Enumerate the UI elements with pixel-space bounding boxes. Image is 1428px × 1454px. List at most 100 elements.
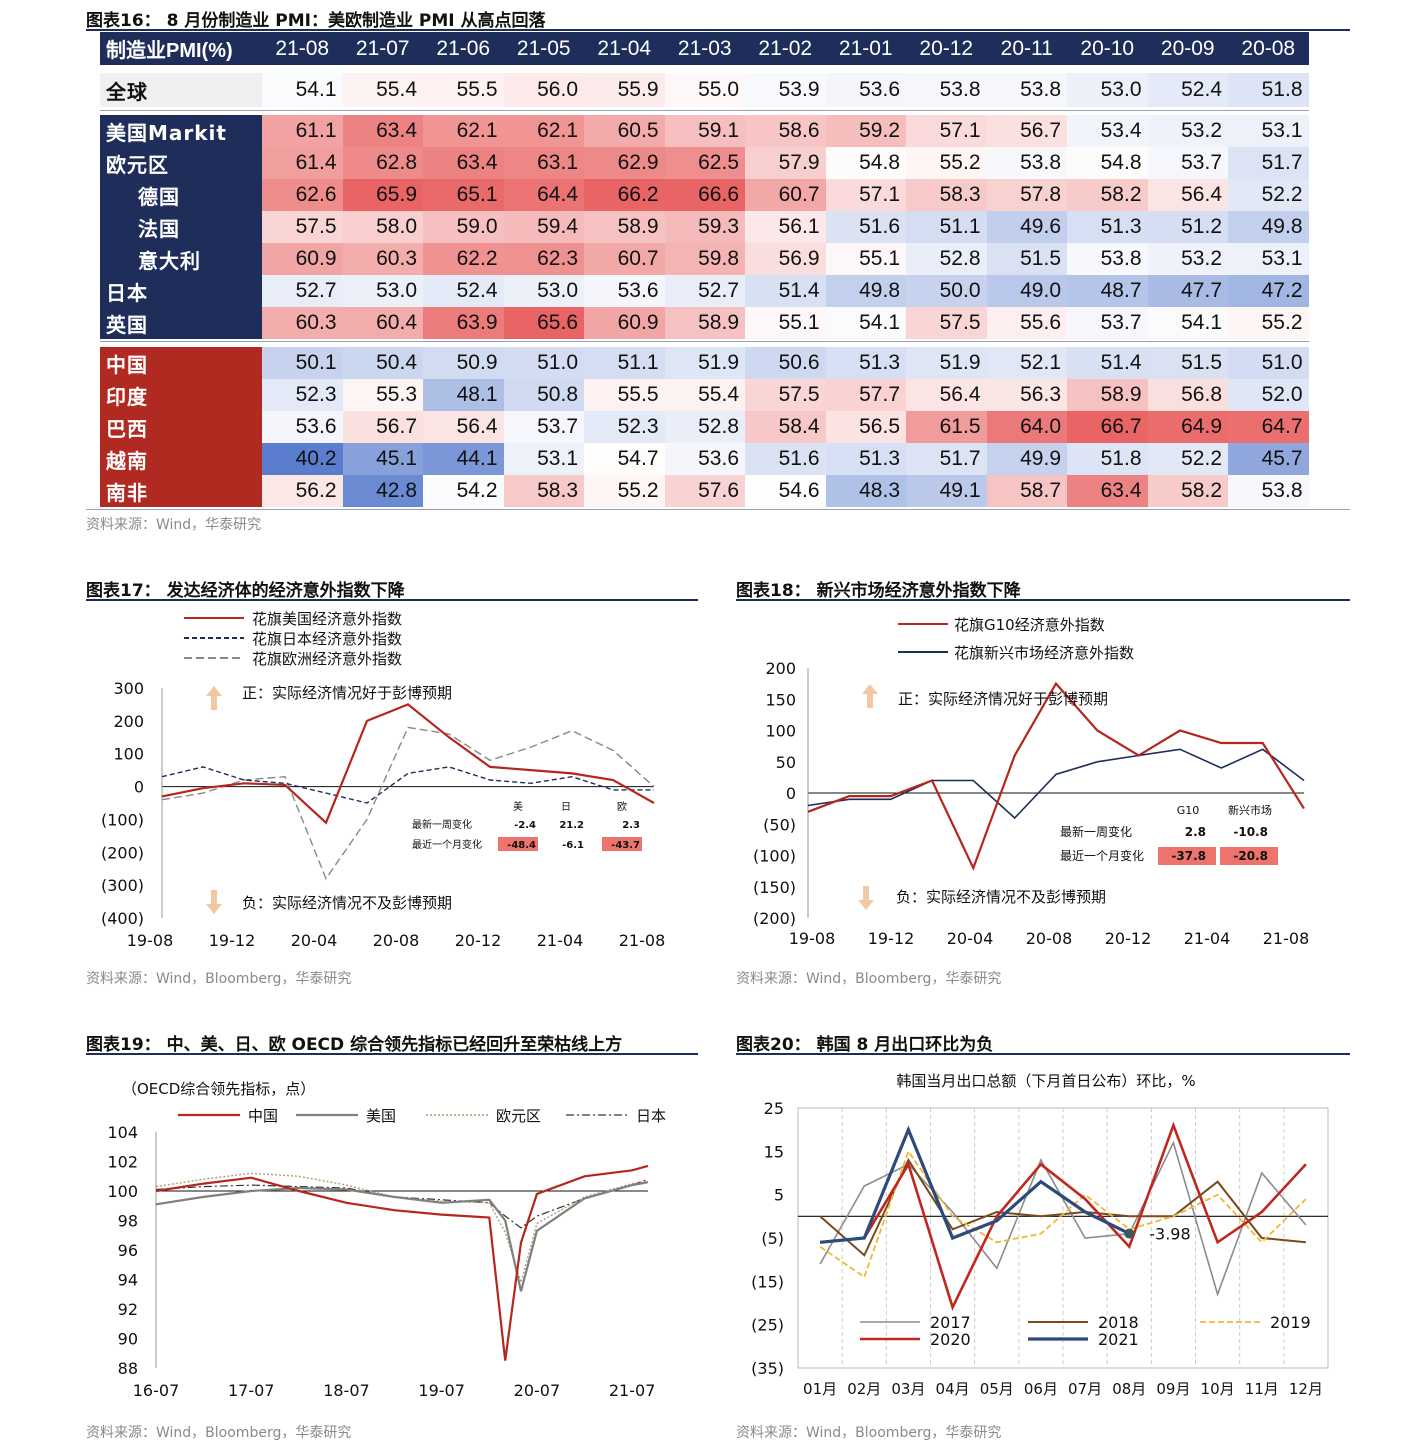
x-tick-label: 03月 (891, 1380, 925, 1398)
fig16-source: 资料来源：Wind，华泰研究 (86, 517, 262, 533)
pmi-row-label: 德国 (138, 184, 180, 209)
pmi-cell: 51.8 (1067, 443, 1148, 475)
pmi-cell: 58.7 (986, 475, 1067, 507)
pmi-cell: 52.2 (1228, 179, 1309, 211)
pmi-cell: 56.8 (1147, 379, 1228, 411)
pmi-col-header: 21-02 (745, 32, 826, 65)
pmi-cell: 66.6 (664, 179, 745, 211)
pmi-col-header: 20-09 (1147, 32, 1228, 65)
pmi-cell: 55.6 (986, 307, 1067, 339)
mini-table-row-label: 最新一周变化 (1060, 824, 1132, 839)
pmi-row-label: 印度 (106, 384, 148, 409)
pmi-cell: 60.7 (745, 179, 826, 211)
pmi-cell: 52.3 (584, 411, 665, 443)
fig17-source: 资料来源：Wind，Bloomberg，华泰研究 (86, 971, 352, 987)
mini-table-value: -2.4 (514, 820, 536, 831)
negative-note: 负：实际经济情况不及彭博预期 (896, 888, 1106, 906)
y-tick-label: (100) (753, 847, 796, 866)
x-tick-label: 02月 (847, 1380, 881, 1398)
y-tick-label: (200) (753, 909, 796, 928)
developed-label-block (100, 115, 262, 339)
fig18-source: 资料来源：Wind，Bloomberg，华泰研究 (736, 971, 1002, 987)
down-arrow-icon (206, 890, 222, 914)
fig16-title: 图表16： 8 月份制造业 PMI：美欧制造业 PMI 从高点回落 (86, 11, 546, 31)
pmi-cell: 57.7 (825, 379, 906, 411)
x-tick-label: 10月 (1201, 1380, 1235, 1398)
x-tick-label: 21-07 (609, 1381, 656, 1400)
pmi-cell: 53.8 (906, 73, 987, 107)
up-arrow-icon (206, 686, 222, 710)
series-line (155, 1172, 649, 1285)
pmi-cell: 54.8 (1067, 147, 1148, 179)
pmi-cell: 52.1 (986, 347, 1067, 379)
pmi-row-label: 英国 (106, 312, 148, 337)
x-tick-label: 19-08 (789, 929, 836, 948)
y-tick-label: 200 (113, 712, 144, 731)
pmi-cell: 51.4 (745, 275, 826, 307)
x-tick-label: 09月 (1156, 1380, 1190, 1398)
pmi-col-header: 21-05 (503, 32, 584, 65)
y-tick-label: 104 (107, 1123, 138, 1142)
pmi-cell: 55.4 (664, 379, 745, 411)
pmi-cell: 47.7 (1147, 275, 1228, 307)
positive-note: 正：实际经济情况好于彭博预期 (898, 690, 1108, 708)
pmi-cell: 53.8 (1067, 243, 1148, 275)
mini-table-col: G10 (1177, 804, 1200, 817)
pmi-cell: 56.1 (745, 211, 826, 243)
pmi-cell: 51.7 (906, 443, 987, 475)
mini-table-row-label: 最新一周变化 (412, 818, 472, 831)
endpoint-annotation: -3.98 (1149, 1225, 1190, 1244)
legend-label: 花旗欧洲经济意外指数 (252, 650, 402, 668)
pmi-cell: 64.9 (1147, 411, 1228, 443)
pmi-cell: 56.4 (1147, 179, 1228, 211)
y-tick-label: 96 (118, 1241, 138, 1260)
pmi-cell: 66.2 (584, 179, 665, 211)
pmi-cell: 51.5 (986, 243, 1067, 275)
pmi-cell: 48.1 (423, 379, 504, 411)
pmi-cell: 61.4 (262, 147, 343, 179)
pmi-cell: 62.8 (342, 147, 423, 179)
pmi-cell: 59.4 (503, 211, 584, 243)
x-tick-label: 04月 (936, 1380, 970, 1398)
pmi-cell: 42.8 (342, 475, 423, 507)
pmi-col-header: 21-04 (584, 32, 665, 65)
mini-table-row-label: 最近一个月变化 (1060, 848, 1144, 863)
mini-table-value: -48.4 (507, 840, 536, 851)
endpoint-marker (1124, 1228, 1135, 1239)
pmi-cell: 54.8 (825, 147, 906, 179)
pmi-cell: 51.6 (745, 443, 826, 475)
x-tick-label: 19-07 (418, 1381, 465, 1400)
pmi-cell: 51.0 (1228, 347, 1309, 379)
pmi-cell: 50.9 (423, 347, 504, 379)
series-line (161, 703, 655, 825)
y-tick-label: (25) (751, 1316, 784, 1335)
x-tick-label: 16-07 (133, 1381, 180, 1400)
pmi-cell: 54.6 (745, 475, 826, 507)
legend-label: 2018 (1098, 1313, 1139, 1332)
pmi-cell: 50.0 (906, 275, 987, 307)
series-line (807, 748, 1305, 820)
pmi-cell: 53.1 (1228, 115, 1309, 147)
x-tick-label: 20-07 (514, 1381, 561, 1400)
pmi-cell: 55.5 (423, 73, 504, 107)
series-line (155, 1164, 649, 1361)
mini-table-value: -37.8 (1171, 849, 1206, 863)
x-tick-label: 18-07 (323, 1381, 370, 1400)
pmi-cell: 62.2 (423, 243, 504, 275)
pmi-cell: 40.2 (262, 443, 343, 475)
x-tick-label: 21-04 (1184, 929, 1231, 948)
pmi-cell: 53.8 (986, 73, 1067, 107)
pmi-cell: 62.3 (503, 243, 584, 275)
pmi-cell: 53.8 (1228, 475, 1309, 507)
y-tick-label: 100 (765, 722, 796, 741)
legend-label: 2020 (930, 1330, 971, 1349)
y-tick-label: (300) (101, 876, 144, 895)
pmi-cell: 49.0 (986, 275, 1067, 307)
pmi-cell: 54.7 (584, 443, 665, 475)
pmi-cell: 45.7 (1228, 443, 1309, 475)
pmi-cell: 58.2 (1067, 179, 1148, 211)
series-line (819, 1140, 1307, 1297)
pmi-cell: 55.1 (825, 243, 906, 275)
pmi-col-header: 20-11 (986, 32, 1067, 65)
chart-subtitle: 韩国当月出口总额（下月首日公布）环比，% (896, 1072, 1195, 1090)
